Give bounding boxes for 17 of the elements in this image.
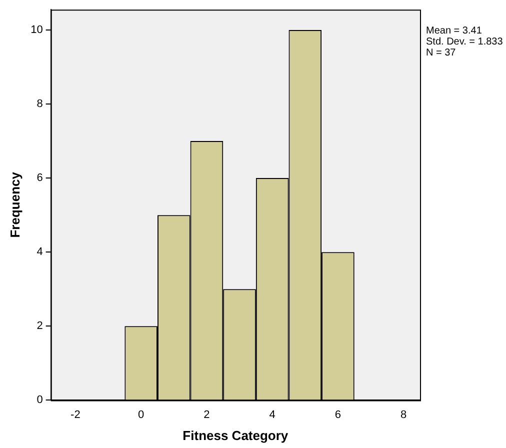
y-axis-title: Frequency [7, 171, 22, 238]
x-tick-label: 4 [269, 408, 276, 421]
x-tick-label: 8 [400, 408, 407, 421]
y-tick-label: 6 [36, 172, 43, 184]
y-tick-label: 4 [36, 246, 43, 258]
x-tick-label: 6 [334, 408, 342, 421]
x-axis-title: Fitness Category [182, 428, 289, 443]
text: Std. Dev. = 1.833 [426, 36, 504, 48]
y-tick-label: 0 [36, 394, 43, 406]
y-tick-label: 10 [30, 24, 43, 36]
y-tick-label: 2 [36, 320, 43, 332]
x-tick-label: -2 [70, 408, 80, 421]
y-tick-label: 8 [36, 98, 43, 110]
x-tick-label: 0 [138, 408, 144, 421]
x-tick-label: 2 [204, 408, 210, 421]
text: Mean = 3.41 [426, 25, 482, 36]
text: N = 37 [426, 47, 456, 58]
